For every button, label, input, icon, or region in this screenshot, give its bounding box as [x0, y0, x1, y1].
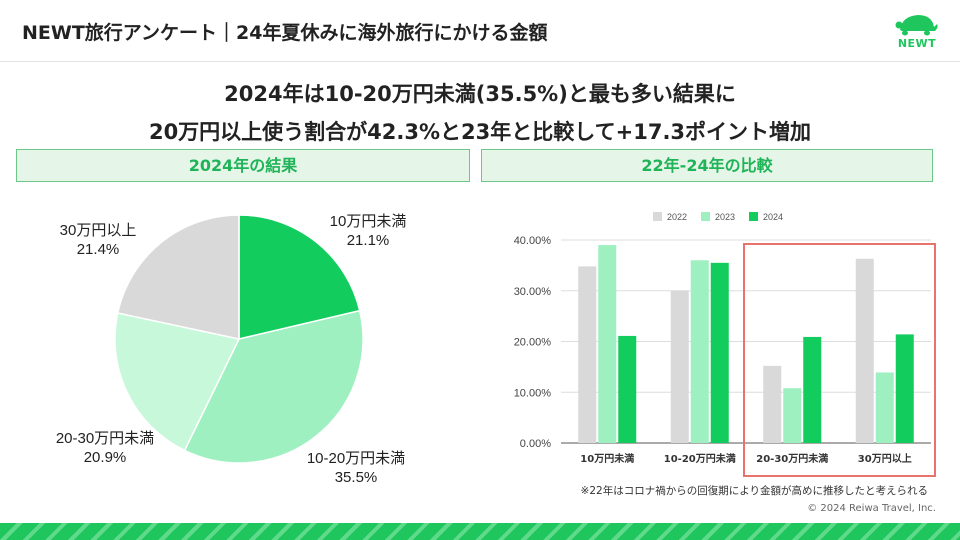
y-tick-label-3: 30.00%	[514, 286, 552, 298]
bar-2022-1	[670, 290, 689, 443]
legend-swatch-2022	[653, 212, 662, 221]
bar-2023-3	[875, 372, 894, 443]
header-bar: NEWT旅行アンケート｜24年夏休みに海外旅行にかける金額 NEWT	[0, 0, 960, 62]
pie-label-30man-value: 21.4%	[76, 241, 120, 258]
bar-2023-1	[690, 260, 709, 443]
turtle-icon	[895, 15, 938, 36]
y-tick-label-2: 20.00%	[514, 337, 552, 349]
category-label-3: 30万円以上	[858, 452, 912, 465]
headline-line-2: 20万円以上使う割合が42.3%と23年と比較して+17.3ポイント増加	[148, 120, 812, 144]
category-label-0: 10万円未満	[580, 452, 634, 465]
newt-logo: NEWT	[894, 10, 940, 52]
pie-label-20-30man-name: 20-30万円未満	[55, 430, 155, 447]
pie-chart	[114, 214, 364, 464]
section-title-2024: 2024年の結果	[16, 149, 470, 182]
pie-label-10-20man-value: 35.5%	[334, 469, 378, 486]
pie-label-10man: 10万円未満 21.1%	[318, 212, 418, 250]
logo-text: NEWT	[897, 37, 937, 50]
pie-label-10-20man: 10-20万円未満 35.5%	[296, 449, 416, 487]
pie-label-20-30man: 20-30万円未満 20.9%	[42, 429, 168, 467]
bar-chart: 2022 2023 2024 0.00% 10.00% 20.00% 30.00% 40.00…	[514, 212, 936, 477]
pie-label-20-30man-value: 20.9%	[83, 449, 127, 466]
pie-label-30man: 30万円以上 21.4%	[50, 221, 146, 259]
bar-2023-2	[783, 388, 802, 443]
legend-label-2023: 2023	[715, 212, 735, 222]
bar-2022-0	[578, 266, 597, 443]
bar-2022-3	[855, 258, 874, 443]
y-tick-label-4: 40.00%	[514, 235, 552, 247]
highlight-box	[743, 243, 936, 477]
bar-2022-2	[763, 365, 782, 443]
y-tick-label-0: 0.00%	[520, 438, 551, 450]
legend-label-2022: 2022	[667, 212, 687, 222]
category-label-1: 10-20万円未満	[664, 452, 736, 465]
pie-label-30man-name: 30万円以上	[59, 222, 137, 239]
section-title-comparison: 22年-24年の比較	[481, 149, 933, 182]
legend-swatch-2023	[701, 212, 710, 221]
pie-label-10man-name: 10万円未満	[329, 213, 407, 230]
copyright: © 2024 Reiwa Travel, Inc.	[807, 503, 936, 514]
bar-2024-0	[618, 335, 637, 443]
pie-slice-1	[183, 309, 364, 464]
legend-swatch-2024	[749, 212, 758, 221]
bottom-band	[0, 523, 960, 540]
pie-slice-3	[116, 214, 240, 340]
category-label-2: 20-30万円未満	[756, 452, 828, 465]
y-tick-label-1: 10.00%	[514, 387, 552, 399]
legend-label-2024: 2024	[763, 212, 783, 222]
bar-2024-2	[803, 336, 822, 443]
pie-label-10man-value: 21.1%	[346, 232, 390, 249]
bar-2024-3	[895, 334, 914, 443]
bar-2023-0	[598, 245, 617, 443]
pie-slice-2	[114, 312, 241, 452]
bar-2024-1	[710, 262, 729, 443]
pie-label-10-20man-name: 10-20万円未満	[306, 450, 406, 467]
pie-slice-0	[238, 214, 361, 340]
page-title: NEWT旅行アンケート｜24年夏休みに海外旅行にかける金額	[22, 22, 548, 44]
chart-note: ※22年はコロナ禍からの回復期により金額が高めに推移したと考えられる	[580, 485, 928, 497]
headline-line-1: 2024年は10-20万円未満(35.5%)と最も多い結果に	[224, 82, 736, 106]
